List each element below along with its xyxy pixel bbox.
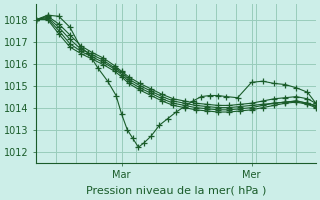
X-axis label: Pression niveau de la mer( hPa ): Pression niveau de la mer( hPa ) — [86, 186, 266, 196]
